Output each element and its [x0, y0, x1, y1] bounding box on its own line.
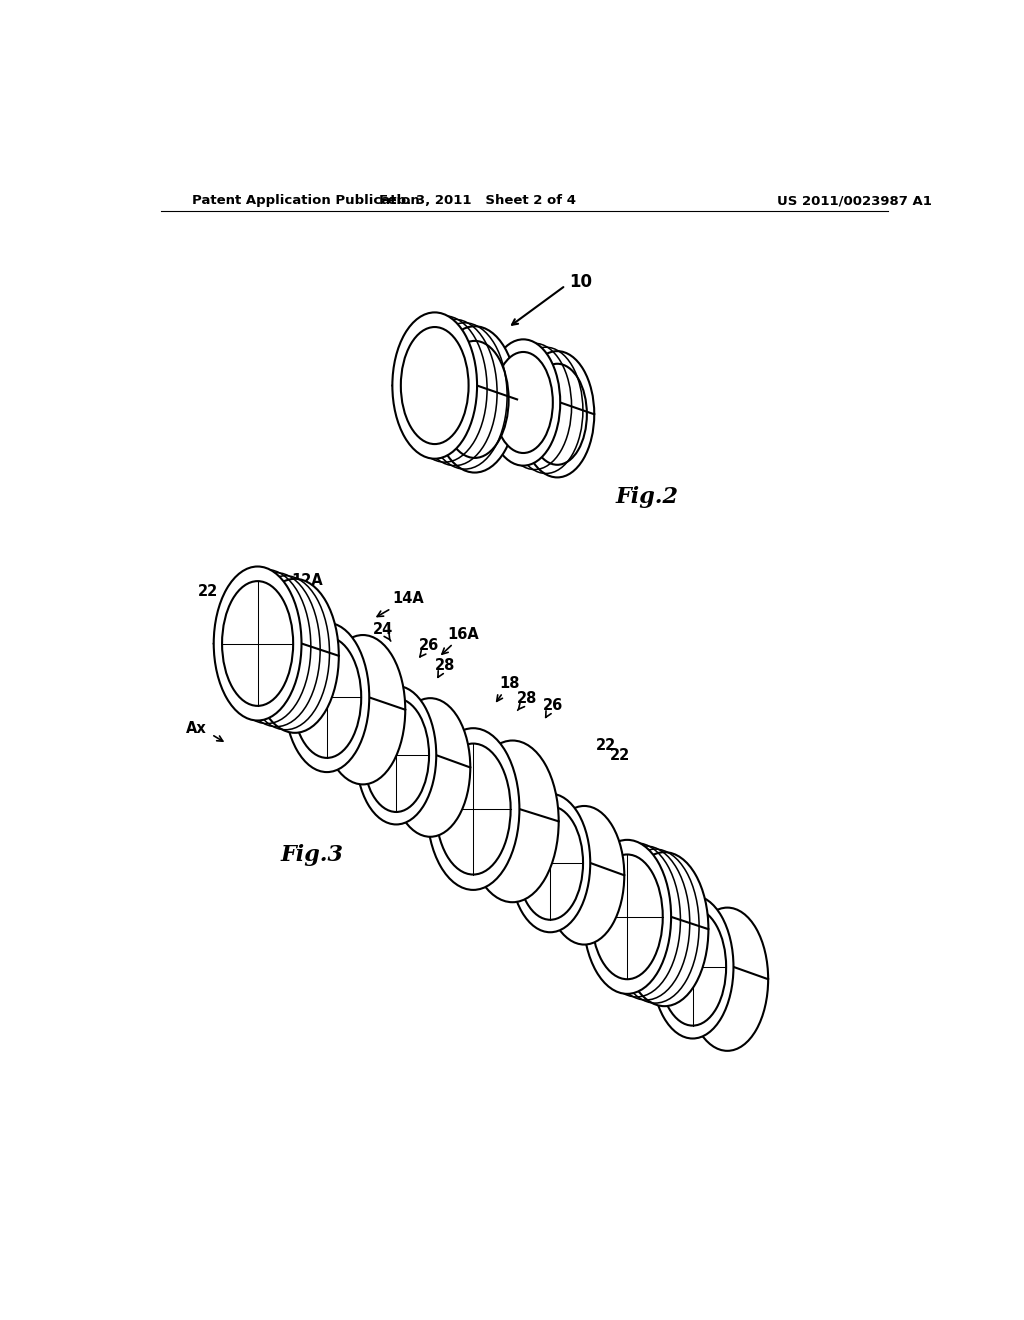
Ellipse shape — [466, 741, 559, 903]
Text: 14B: 14B — [554, 873, 620, 903]
Ellipse shape — [285, 623, 370, 772]
Text: 10: 10 — [569, 273, 593, 290]
Text: Patent Application Publication: Patent Application Publication — [193, 194, 420, 207]
Text: US 2011/0023987 A1: US 2011/0023987 A1 — [777, 194, 932, 207]
Ellipse shape — [356, 686, 436, 825]
Text: Fig.3: Fig.3 — [281, 845, 344, 866]
Text: 12A: 12A — [278, 573, 324, 591]
Text: 22: 22 — [596, 738, 616, 752]
Ellipse shape — [293, 638, 361, 758]
Ellipse shape — [659, 908, 726, 1026]
Text: 24: 24 — [598, 843, 644, 866]
Ellipse shape — [441, 341, 509, 458]
Ellipse shape — [214, 566, 301, 721]
Ellipse shape — [436, 743, 511, 875]
Ellipse shape — [400, 327, 469, 444]
Text: 22: 22 — [198, 583, 228, 603]
Text: 18: 18 — [497, 676, 519, 701]
Text: 20: 20 — [280, 595, 303, 612]
Text: 12B: 12B — [506, 838, 569, 861]
Text: 24: 24 — [373, 622, 393, 642]
Text: 26: 26 — [543, 697, 562, 718]
Text: 22: 22 — [609, 747, 630, 763]
Ellipse shape — [321, 635, 406, 784]
Text: Fig.2: Fig.2 — [615, 486, 679, 508]
Ellipse shape — [251, 579, 339, 733]
Ellipse shape — [517, 807, 583, 920]
Ellipse shape — [486, 339, 560, 466]
Text: 28: 28 — [517, 692, 538, 710]
Ellipse shape — [584, 840, 671, 994]
Text: A1: A1 — [304, 612, 329, 630]
Ellipse shape — [621, 853, 709, 1006]
Ellipse shape — [432, 326, 517, 473]
Ellipse shape — [390, 698, 470, 837]
Ellipse shape — [392, 313, 477, 459]
Ellipse shape — [527, 364, 587, 465]
Ellipse shape — [652, 895, 733, 1039]
Text: 14A: 14A — [377, 591, 424, 616]
Ellipse shape — [364, 698, 429, 812]
Text: Feb. 3, 2011   Sheet 2 of 4: Feb. 3, 2011 Sheet 2 of 4 — [379, 194, 575, 207]
Text: 16A: 16A — [442, 627, 479, 655]
Ellipse shape — [544, 807, 625, 945]
Text: 16B: 16B — [401, 809, 450, 834]
Text: 26: 26 — [419, 638, 439, 657]
Ellipse shape — [427, 729, 519, 890]
Text: 28: 28 — [434, 657, 455, 677]
Text: 30: 30 — [421, 796, 459, 818]
Text: A1: A1 — [237, 582, 258, 597]
Ellipse shape — [520, 351, 594, 478]
Ellipse shape — [494, 352, 553, 453]
Ellipse shape — [686, 908, 768, 1051]
Text: 30: 30 — [325, 737, 350, 756]
Ellipse shape — [510, 793, 590, 932]
Ellipse shape — [592, 854, 663, 979]
Text: Ax: Ax — [185, 721, 207, 735]
Ellipse shape — [222, 581, 293, 706]
